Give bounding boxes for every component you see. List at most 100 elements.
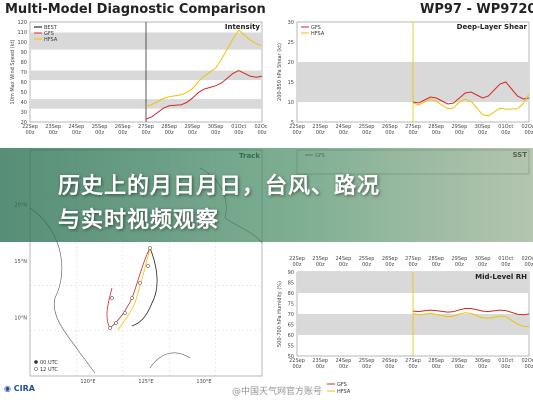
y-tick-label: 120 <box>17 20 27 26</box>
x-tick-label: 23Sep <box>45 124 61 130</box>
sst-x-tick-label-hour: 00z <box>385 262 394 268</box>
x-tick-label-hour: 00z <box>316 364 325 370</box>
y-tick-label: 90 <box>288 270 294 276</box>
x-tick-label-hour: 00z <box>293 130 302 136</box>
headline-line2: 与实时视频观察 <box>58 208 220 233</box>
x-tick-label-hour: 00z <box>72 130 81 136</box>
y-tick-label: 5 <box>291 120 294 126</box>
sst-x-tick-label-hour: 00z <box>432 262 441 268</box>
legend-entry: HFSA <box>311 31 325 37</box>
y-tick-label: 100 <box>17 40 27 46</box>
x-tick-label: 28Sep <box>428 358 444 364</box>
sst-x-tick-label: 24Sep <box>336 256 352 262</box>
y-tick-label: 75 <box>288 302 294 308</box>
sst-x-tick-label: 26Sep <box>382 256 398 262</box>
series-line-gfs <box>412 81 530 105</box>
x-tick-label-hour: 00z <box>478 130 487 136</box>
track-gfs <box>106 247 151 329</box>
x-tick-label-hour: 00z <box>385 364 394 370</box>
x-tick-label-hour: 00z <box>258 130 267 136</box>
map-legend-entry: 00 UTC <box>40 360 58 366</box>
x-tick-label: 24Sep <box>69 124 85 130</box>
intensity-chart: 120110100908070605040302022Sep00z23Sep00… <box>10 20 270 136</box>
sst-x-tick-label-hour: 00z <box>501 262 510 268</box>
map-y-tick-label: 10°N <box>14 316 27 322</box>
x-tick-label: 25Sep <box>359 358 375 364</box>
x-tick-label: 28Sep <box>161 124 177 130</box>
x-tick-label: 01Oct <box>498 124 513 130</box>
watermark: @中国天气网官方账号 <box>232 387 323 397</box>
sst-x-tick-label-hour: 00z <box>525 262 533 268</box>
x-tick-label-hour: 00z <box>362 130 371 136</box>
x-tick-label-hour: 00z <box>316 130 325 136</box>
x-tick-label: 25Sep <box>92 124 108 130</box>
x-tick-label: 27Sep <box>138 124 154 130</box>
y-tick-label: 50 <box>21 90 27 96</box>
track-hfsa <box>117 247 151 331</box>
y-tick-label: 85 <box>288 281 294 287</box>
map-x-tick-label: 125°E <box>138 379 153 385</box>
headline-banner: 历史上的月日月日，台风、路况 与实时视频观察 <box>0 148 533 242</box>
y-tick-label: 30 <box>21 110 27 116</box>
x-tick-label-hour: 00z <box>142 130 151 136</box>
x-tick-label-hour: 00z <box>525 130 533 136</box>
map-legend-entry: 12 UTC <box>40 367 58 373</box>
sst-x-tick-label: 30Sep <box>475 256 491 262</box>
x-tick-label: 22Sep <box>22 124 38 130</box>
panel-title: Deep-Layer Shear <box>457 23 528 31</box>
x-tick-label: 24Sep <box>336 358 352 364</box>
x-tick-label-hour: 00z <box>188 130 197 136</box>
panel-title: Intensity <box>225 23 261 31</box>
cira-logo: ◉ CIRA <box>4 384 35 393</box>
x-tick-label: 27Sep <box>405 358 421 364</box>
sst-x-tick-label: 28Sep <box>428 256 444 262</box>
x-tick-label: 27Sep <box>405 124 421 130</box>
legend-entry: GFS <box>311 25 321 31</box>
sst-x-tick-label: 01Oct <box>498 256 513 262</box>
track-point <box>146 264 150 268</box>
sst-x-tick-label: 27Sep <box>405 256 421 262</box>
x-tick-label-hour: 00z <box>211 130 220 136</box>
series-line-gfs <box>145 70 263 120</box>
x-tick-label: 22Sep <box>289 124 305 130</box>
y-axis-label: 200-850 hPa Shear (kt) <box>277 43 283 101</box>
x-tick-label: 28Sep <box>428 124 444 130</box>
panel-title: Mid-Level RH <box>475 273 527 281</box>
x-tick-label: 29Sep <box>185 124 201 130</box>
y-tick-label: 60 <box>21 80 27 86</box>
x-tick-label: 23Sep <box>312 124 328 130</box>
y-tick-label: 90 <box>21 50 27 56</box>
x-tick-label: 25Sep <box>359 124 375 130</box>
x-tick-label-hour: 00z <box>501 130 510 136</box>
y-tick-label: 80 <box>288 291 294 297</box>
x-tick-label-hour: 00z <box>362 364 371 370</box>
y-tick-label: 50 <box>288 354 294 360</box>
sst-x-tick-label: 02Oct <box>521 256 533 262</box>
map-x-tick-label: 120°E <box>80 379 95 385</box>
series-line-gfs <box>412 308 530 316</box>
x-tick-label: 23Sep <box>312 358 328 364</box>
x-tick-label-hour: 00z <box>385 130 394 136</box>
sst-x-tick-label: 23Sep <box>312 256 328 262</box>
sst-x-tick-label: 22Sep <box>289 256 305 262</box>
legend-entry: GFS <box>44 31 54 37</box>
storm-id-title: WP97 - WP972024 <box>420 2 533 17</box>
sst-x-tick-label-hour: 00z <box>339 262 348 268</box>
sst-x-tick-label-hour: 00z <box>316 262 325 268</box>
y-tick-label: 80 <box>21 60 27 66</box>
y-tick-label: 20 <box>21 120 27 126</box>
track-point <box>148 246 152 250</box>
map-y-tick-label: 15°N <box>14 259 27 265</box>
track-point <box>130 296 134 300</box>
x-tick-label: 24Sep <box>336 124 352 130</box>
x-tick-label-hour: 00z <box>409 364 418 370</box>
x-tick-label-hour: 00z <box>234 130 243 136</box>
headline-line1: 历史上的月日月日，台风、路况 <box>58 174 381 199</box>
x-tick-label-hour: 00z <box>501 364 510 370</box>
rh-legend-hfsa: HFSA <box>337 389 351 395</box>
sst-x-tick-label-hour: 00z <box>409 262 418 268</box>
y-tick-label: 30 <box>288 20 294 26</box>
map-legend-marker <box>34 360 38 364</box>
track-point <box>138 281 142 285</box>
y-tick-label: 55 <box>288 344 294 350</box>
